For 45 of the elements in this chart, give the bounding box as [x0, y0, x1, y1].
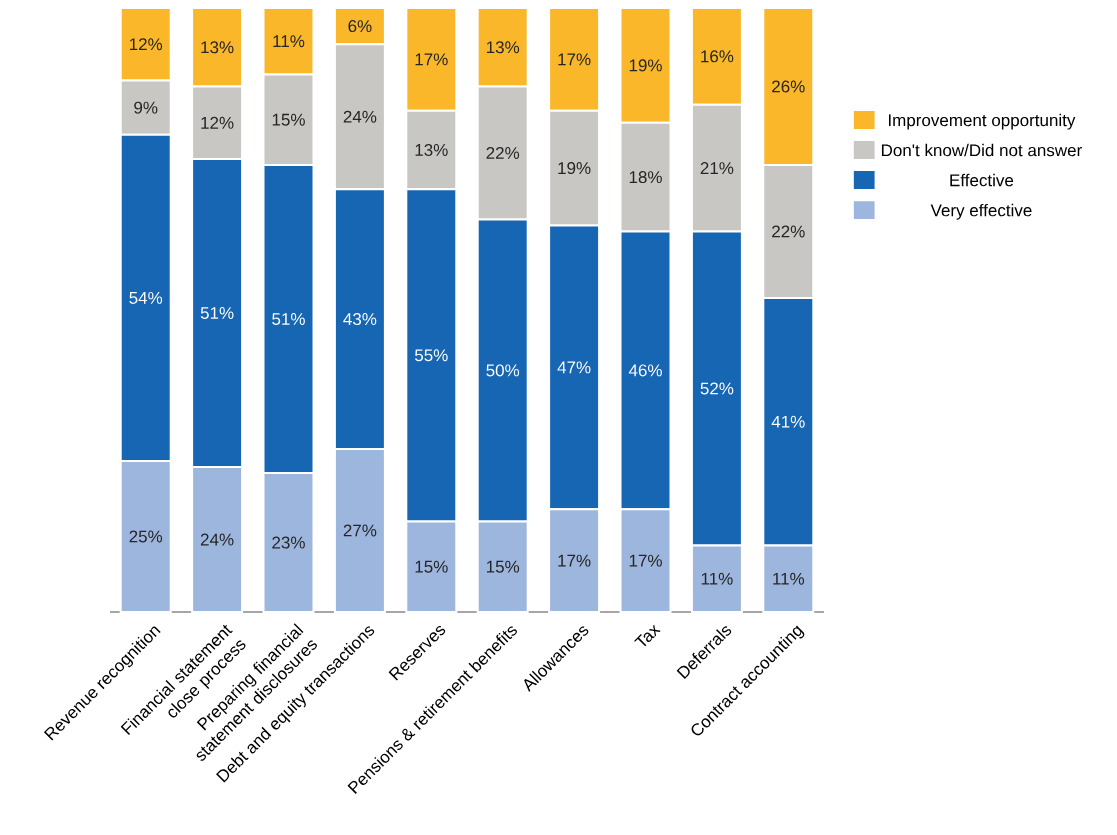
- data-label: 47%: [557, 361, 591, 374]
- data-label: 51%: [272, 313, 305, 326]
- data-label: 12%: [129, 38, 163, 51]
- data-label: 54%: [129, 291, 163, 304]
- data-label: 15%: [272, 113, 305, 126]
- data-label: 11%: [773, 572, 805, 585]
- data-label: 11%: [701, 572, 733, 585]
- data-label: 21%: [700, 162, 734, 175]
- data-label: 25%: [129, 530, 163, 543]
- legend-label: Don't know/Did not answer: [881, 143, 1082, 157]
- data-label: 15%: [415, 560, 448, 573]
- data-label: 19%: [629, 59, 662, 72]
- text: Effective: [950, 173, 1014, 187]
- data-label: 55%: [414, 349, 448, 362]
- data-label: 15%: [486, 560, 520, 573]
- data-label: 23%: [272, 536, 305, 549]
- data-label: 27%: [343, 524, 377, 537]
- data-label: 43%: [343, 313, 377, 326]
- data-label: 26%: [772, 80, 805, 93]
- data-label: 52%: [700, 382, 734, 395]
- data-label: 18%: [629, 171, 662, 184]
- data-label: 50%: [486, 364, 520, 377]
- data-label: 13%: [486, 41, 520, 54]
- data-label: 17%: [558, 53, 591, 66]
- data-label: 24%: [200, 533, 234, 546]
- data-label: 24%: [343, 110, 377, 123]
- x-tick-label: Tax: [634, 624, 661, 647]
- data-label: 16%: [701, 50, 734, 63]
- data-label: 41%: [771, 415, 805, 428]
- data-label: 22%: [486, 146, 520, 159]
- legend-label: Improvement opportunity: [888, 113, 1076, 130]
- data-label: 11%: [273, 35, 305, 48]
- data-label: 13%: [415, 143, 448, 156]
- data-label: 51%: [200, 307, 234, 319]
- data-label: 13%: [201, 41, 234, 54]
- data-label: 22%: [772, 225, 805, 238]
- data-label: 17%: [415, 53, 448, 66]
- data-label: 19%: [558, 162, 591, 175]
- data-label: 6%: [348, 20, 372, 33]
- text: Very effective: [930, 203, 1032, 220]
- data-label: 9%: [134, 101, 158, 114]
- data-label: 17%: [629, 554, 662, 567]
- data-label: 46%: [628, 364, 662, 377]
- data-label: 12%: [201, 116, 234, 129]
- data-label: 17%: [558, 554, 591, 567]
